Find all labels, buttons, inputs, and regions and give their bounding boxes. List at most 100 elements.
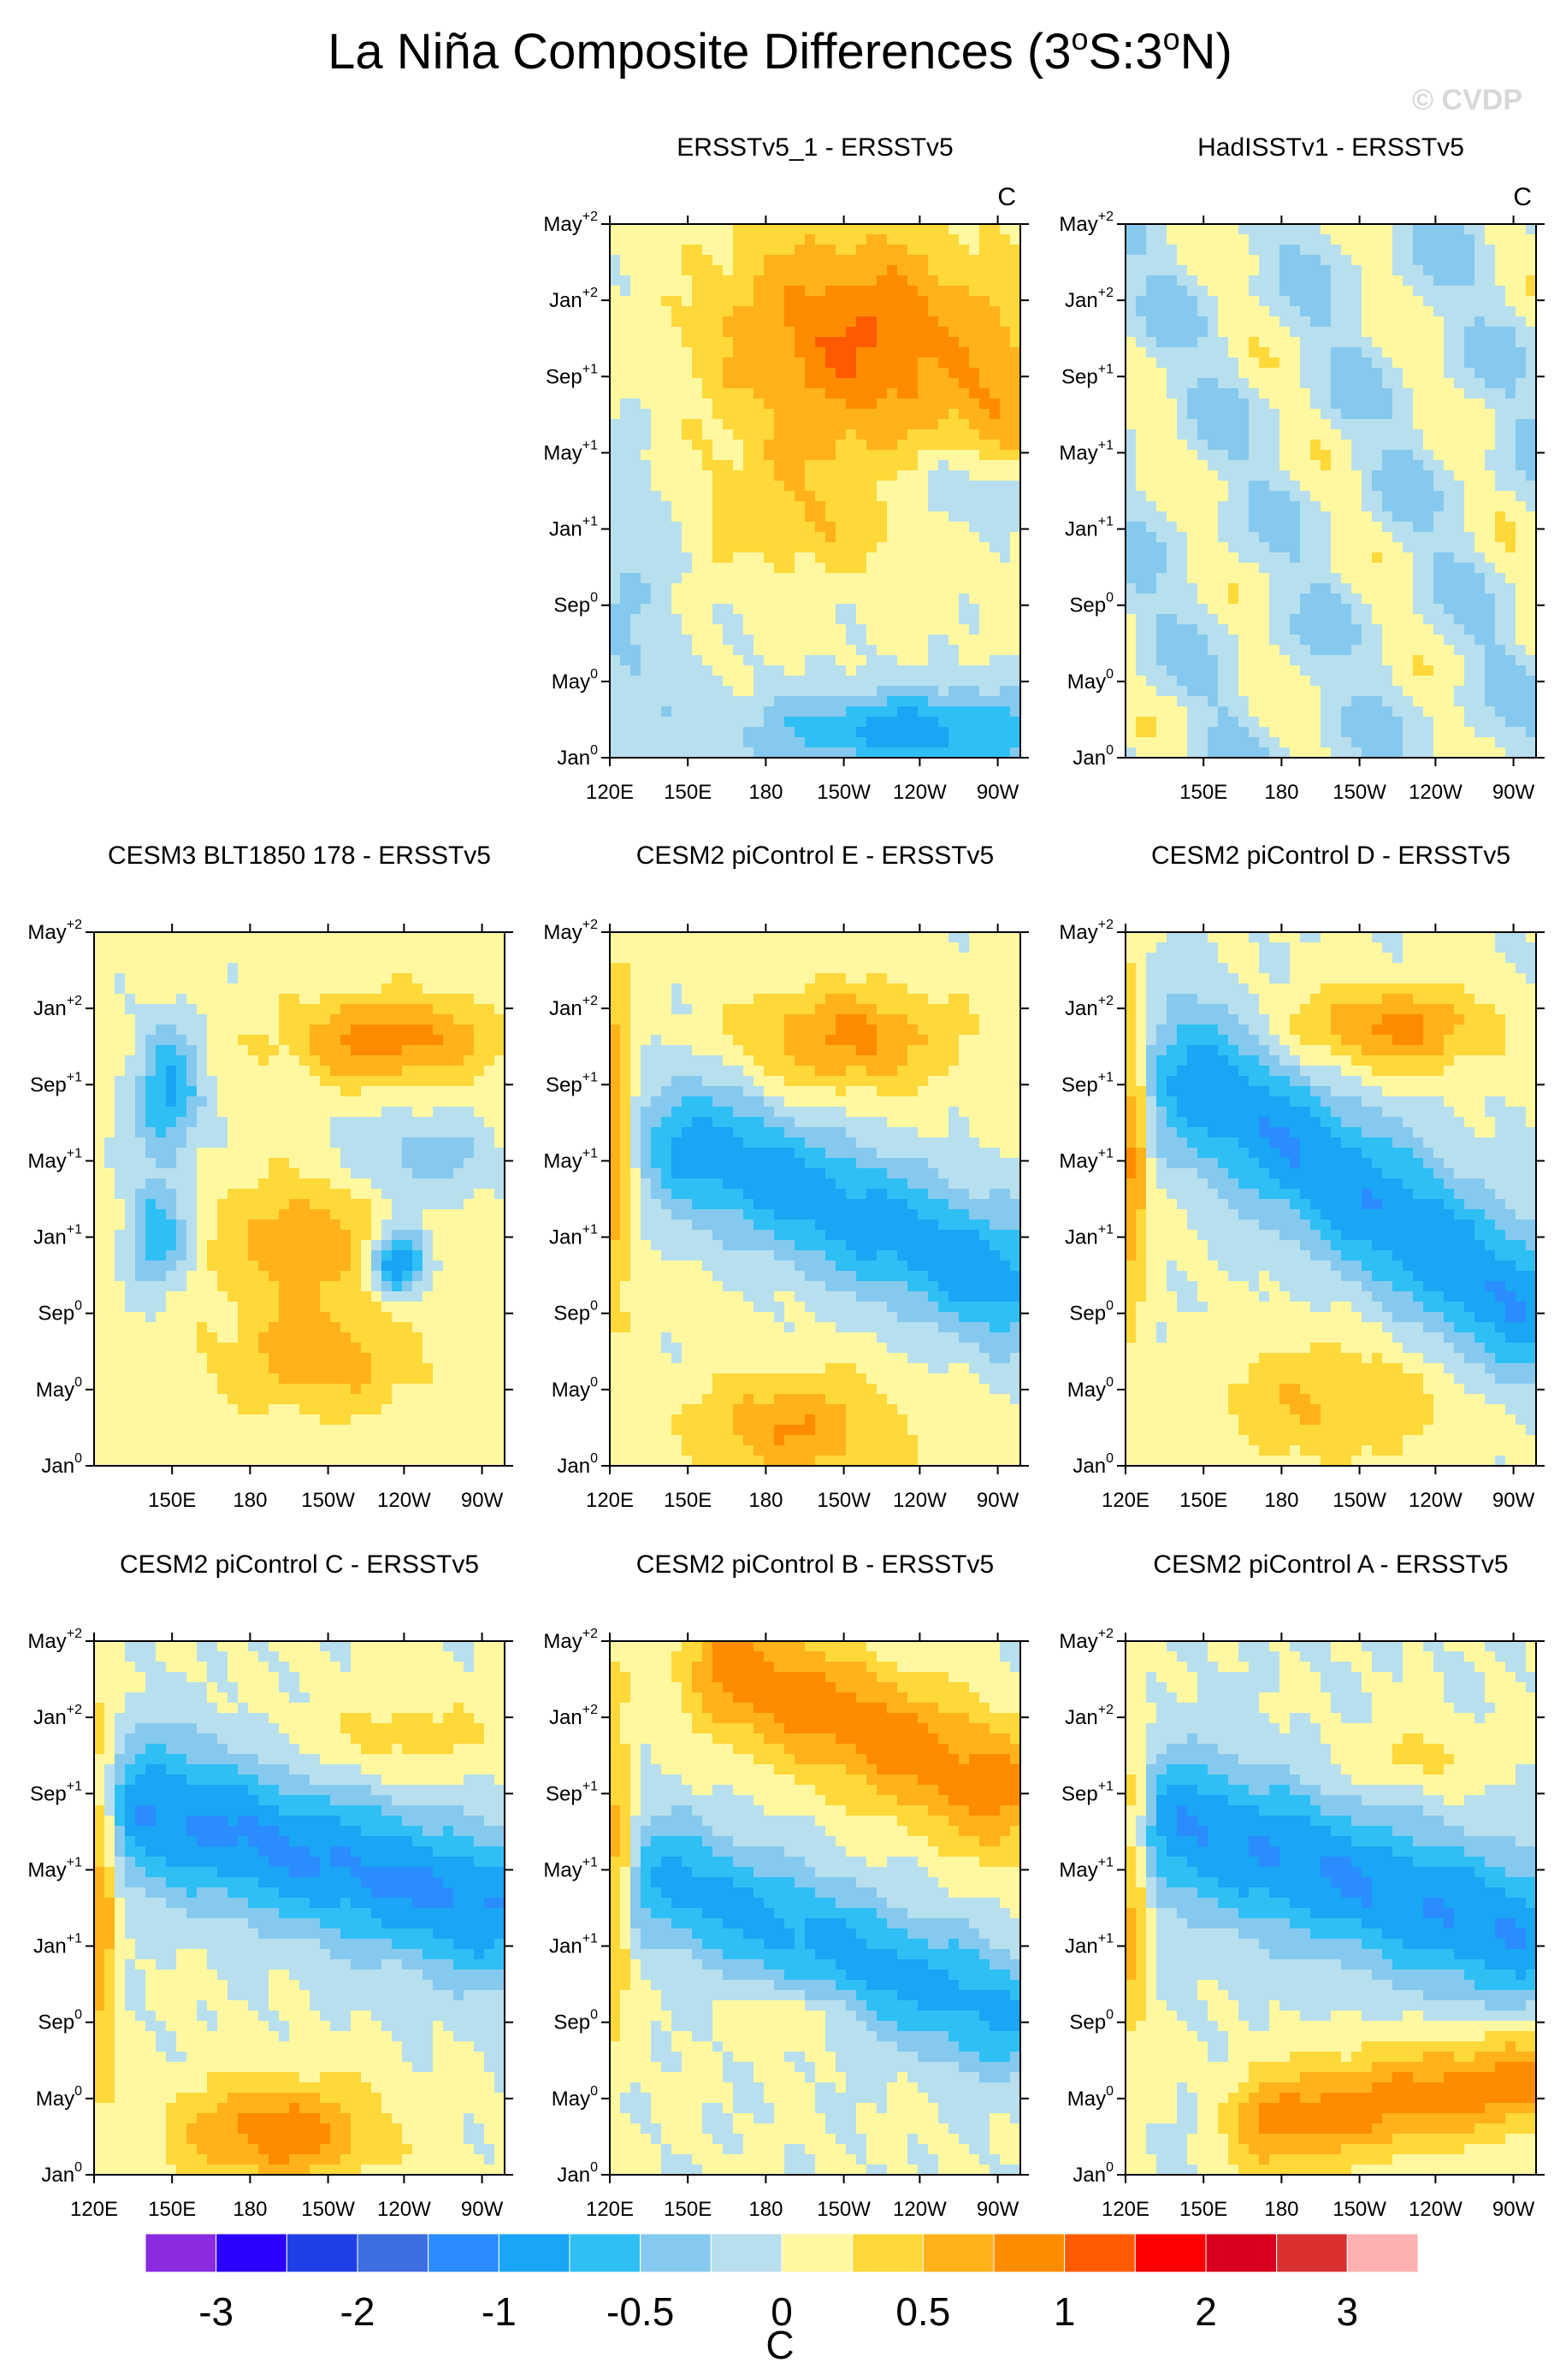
field-cell — [641, 645, 652, 656]
panel-field — [610, 224, 1020, 758]
field-cell — [94, 1353, 105, 1364]
field-cell — [671, 275, 682, 286]
field-cell — [1187, 552, 1198, 564]
field-cell — [1208, 337, 1219, 348]
field-cell — [712, 265, 724, 276]
field-cell — [186, 1332, 198, 1344]
field-cell — [1310, 316, 1321, 328]
field-cell — [877, 532, 888, 543]
field-cell — [1218, 573, 1229, 584]
field-cell — [1218, 378, 1229, 389]
field-cell — [1259, 747, 1270, 758]
field-cell — [228, 1189, 239, 1200]
field-cell — [1167, 419, 1178, 430]
field-cell — [1341, 245, 1352, 256]
lon-tick-label: 180 — [1264, 781, 1298, 804]
field-cell — [1485, 645, 1496, 656]
field-cell — [641, 491, 652, 502]
field-cell — [1474, 378, 1486, 389]
field-cell — [661, 511, 672, 523]
field-cell — [784, 706, 795, 718]
field-cell — [1126, 316, 1137, 328]
field-cell — [1372, 542, 1383, 553]
field-cell — [1444, 378, 1455, 389]
field-cell — [815, 563, 826, 574]
field-cell — [156, 1076, 167, 1087]
field-cell — [723, 399, 734, 410]
field-cell — [1300, 460, 1311, 471]
field-cell — [1413, 399, 1424, 410]
field-cell — [753, 594, 765, 605]
field-cell — [1474, 573, 1486, 584]
field-cell — [651, 481, 662, 492]
field-cell — [115, 1322, 126, 1333]
field-cell — [774, 624, 785, 635]
field-cell — [774, 655, 785, 666]
field-cell — [969, 275, 980, 286]
field-cell — [1187, 286, 1198, 297]
field-cell — [115, 1404, 126, 1415]
field-cell — [928, 522, 939, 533]
field-cell — [1279, 265, 1291, 276]
field-cell — [907, 635, 919, 646]
field-cell — [1362, 460, 1373, 471]
field-cell — [1372, 594, 1383, 605]
field-cell — [145, 1445, 157, 1456]
field-cell — [125, 1281, 136, 1292]
field-cell — [1505, 717, 1516, 728]
field-cell — [1146, 511, 1157, 523]
field-cell — [1444, 737, 1455, 748]
field-cell — [1392, 522, 1403, 533]
field-cell — [1300, 275, 1311, 286]
field-cell — [712, 357, 724, 369]
field-cell — [1249, 511, 1260, 523]
field-cell — [959, 747, 970, 758]
field-cell — [104, 1178, 115, 1190]
field-cell — [1403, 470, 1414, 481]
field-cell — [641, 265, 652, 276]
field-cell — [733, 388, 744, 399]
field-cell — [1454, 481, 1465, 492]
field-cell — [1341, 522, 1352, 533]
field-cell — [1146, 296, 1157, 307]
field-cell — [1259, 388, 1270, 399]
field-cell — [145, 1014, 157, 1025]
field-cell — [125, 1117, 136, 1128]
field-cell — [1331, 316, 1342, 328]
field-cell — [1516, 511, 1527, 523]
field-cell — [135, 1343, 146, 1354]
field-cell — [979, 665, 990, 676]
field-cell — [217, 1250, 228, 1261]
field-cell — [1433, 594, 1445, 605]
field-cell — [207, 1209, 218, 1220]
field-cell — [866, 511, 878, 523]
field-cell — [753, 645, 765, 656]
field-cell — [1485, 440, 1496, 451]
field-cell — [176, 1332, 187, 1344]
field-cell — [1167, 347, 1178, 358]
field-cell — [1208, 583, 1219, 594]
field-cell — [1300, 686, 1311, 697]
field-cell — [186, 1261, 198, 1272]
field-cell — [1136, 347, 1147, 358]
field-cell — [1146, 419, 1157, 430]
field-cell — [238, 1117, 249, 1128]
field-cell — [712, 645, 724, 656]
field-cell — [1464, 388, 1475, 399]
field-cell — [1156, 676, 1167, 687]
field-cell — [1126, 470, 1137, 481]
field-cell — [1505, 224, 1516, 235]
field-cell — [1516, 286, 1527, 297]
field-cell — [217, 1261, 228, 1272]
field-cell — [753, 378, 765, 389]
field-cell — [836, 234, 847, 245]
field-cell — [1218, 522, 1229, 533]
field-cell — [1413, 470, 1424, 481]
field-cell — [877, 594, 888, 605]
field-cell — [1392, 378, 1403, 389]
field-cell — [1126, 594, 1137, 605]
field-cell — [815, 255, 826, 266]
field-cell — [1167, 542, 1178, 553]
field-cell — [733, 470, 744, 481]
field-cell — [1392, 665, 1403, 676]
